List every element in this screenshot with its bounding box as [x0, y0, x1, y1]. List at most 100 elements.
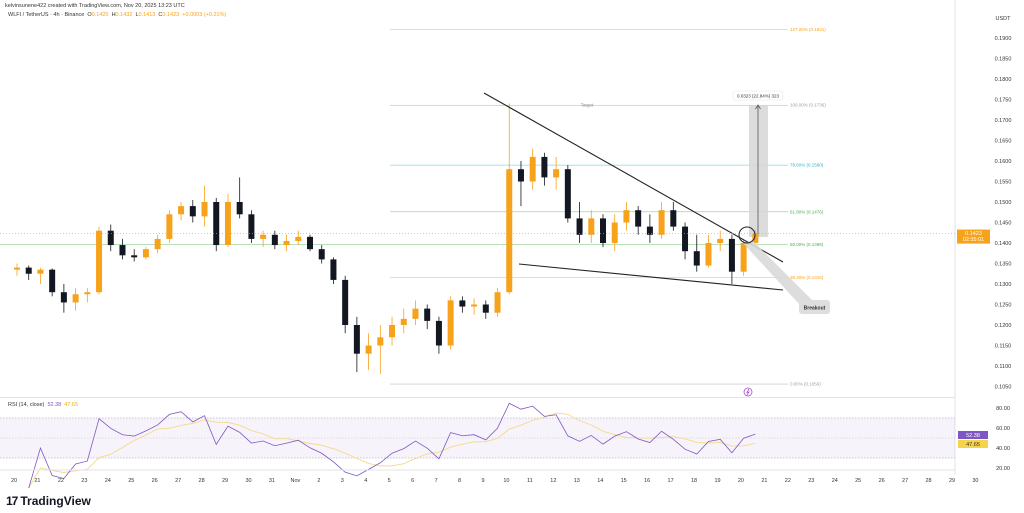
change-value: +0.0003 (+0.21%)	[182, 12, 227, 18]
current-price-value: 0.1423	[965, 231, 982, 237]
candle	[131, 249, 138, 262]
candle	[37, 267, 44, 284]
candle	[236, 177, 243, 219]
price-tick: 0.1300	[995, 282, 1012, 288]
date-tick: 12	[550, 478, 556, 484]
breakout-callout[interactable]	[799, 300, 830, 314]
candle	[553, 156, 560, 190]
candle-body	[506, 169, 513, 293]
candle-body	[623, 210, 630, 223]
date-tick: 22	[785, 478, 791, 484]
date-tick: 19	[714, 478, 720, 484]
candle-body	[72, 294, 79, 303]
candle	[84, 288, 91, 303]
brand-name: TradingView	[20, 494, 91, 508]
date-tick: 4	[364, 478, 367, 484]
candle	[201, 185, 208, 227]
date-tick: 16	[644, 478, 650, 484]
candle-body	[728, 238, 735, 272]
symbol-legend: WLFI / TetherUS · 4h · Binance O0.1420 H…	[8, 12, 226, 18]
breakout-circle[interactable]	[738, 226, 756, 244]
candle	[248, 210, 255, 243]
date-tick: 25	[855, 478, 861, 484]
candle	[471, 298, 478, 315]
candle	[459, 296, 466, 313]
price-tick: 0.1250	[995, 303, 1012, 309]
date-tick: 20	[738, 478, 744, 484]
symbol-name[interactable]: WLFI / TetherUS · 4h · Binance	[8, 12, 85, 18]
candle-body	[435, 320, 442, 346]
rsi-label[interactable]: RSI (14, close)	[8, 402, 45, 408]
candle-body	[377, 337, 384, 346]
candle-body	[482, 304, 489, 313]
measure-box[interactable]	[749, 105, 768, 237]
candle-body	[213, 202, 220, 246]
candle-body	[49, 269, 56, 293]
date-tick: 23	[81, 478, 87, 484]
candle-body	[752, 233, 759, 243]
candle-body	[682, 226, 689, 252]
candle	[412, 300, 419, 325]
close-value: 0.1423	[162, 12, 180, 18]
candle	[72, 288, 79, 311]
candle	[424, 304, 431, 330]
candle-body	[166, 214, 173, 239]
date-tick: 8	[458, 478, 461, 484]
measure-label: 0.0323 (22.84%) 323	[737, 94, 780, 99]
price-tick: 0.1750	[995, 98, 1012, 104]
date-tick: 2	[317, 478, 320, 484]
candle	[96, 226, 103, 295]
candle-body	[14, 267, 20, 270]
price-tick: 0.1200	[995, 323, 1012, 329]
price-tick: 0.1700	[995, 118, 1012, 124]
candle-body	[705, 243, 712, 266]
candle-body	[307, 236, 313, 250]
rsi-value-tag-text: 52.38	[966, 433, 980, 439]
date-tick: 7	[435, 478, 438, 484]
price-tick: 0.1550	[995, 180, 1012, 186]
candle-body	[400, 318, 407, 325]
candle	[342, 275, 349, 334]
fib-level-label: 38.20% (0.1316)	[790, 275, 824, 280]
date-tick: 5	[388, 478, 391, 484]
date-tick: 22	[58, 478, 64, 484]
high-label: H	[111, 12, 116, 18]
price-tick: 0.1650	[995, 139, 1012, 145]
measure-tool[interactable]: 0.0323 (22.84%) 323	[732, 90, 784, 237]
rsi-tick: 60.00	[996, 426, 1010, 432]
candle	[119, 238, 126, 260]
date-tick: 21	[761, 478, 767, 484]
rsi-tick: 40.00	[996, 446, 1010, 452]
alert-lightning-icon[interactable]	[743, 387, 753, 397]
price-tick: 0.1100	[995, 364, 1011, 370]
pane-divider[interactable]	[0, 397, 955, 398]
price-tick: 0.1600	[995, 159, 1012, 165]
candle	[576, 202, 583, 243]
lower-trendline[interactable]	[518, 263, 784, 291]
rsi-ma-value-tag	[958, 440, 988, 448]
candle	[189, 199, 196, 223]
low-value: 0.1413	[138, 12, 156, 18]
current-price-tag-bg	[957, 229, 990, 244]
fib-level-label: 127.20% (0.1921)	[790, 27, 826, 32]
candle	[295, 230, 302, 246]
date-tick: 24	[105, 478, 111, 484]
candle-body	[611, 222, 618, 243]
measure-label-box	[732, 90, 784, 101]
candle-body	[178, 206, 185, 215]
tradingview-logo[interactable]: 17 TradingView	[6, 494, 91, 508]
candle-body	[541, 156, 548, 178]
candle-body	[494, 292, 501, 313]
candle-body	[318, 249, 325, 260]
date-tick: 26	[152, 478, 158, 484]
currency-label: USDT	[996, 16, 1012, 22]
candle	[635, 206, 642, 235]
date-tick: 26	[879, 478, 885, 484]
arrow-head-icon	[755, 104, 761, 110]
candle-body	[635, 210, 642, 227]
upper-trendline[interactable]	[483, 92, 784, 263]
candle	[142, 247, 149, 260]
candle-body	[576, 218, 583, 235]
rsi-ma-line	[28, 412, 756, 489]
